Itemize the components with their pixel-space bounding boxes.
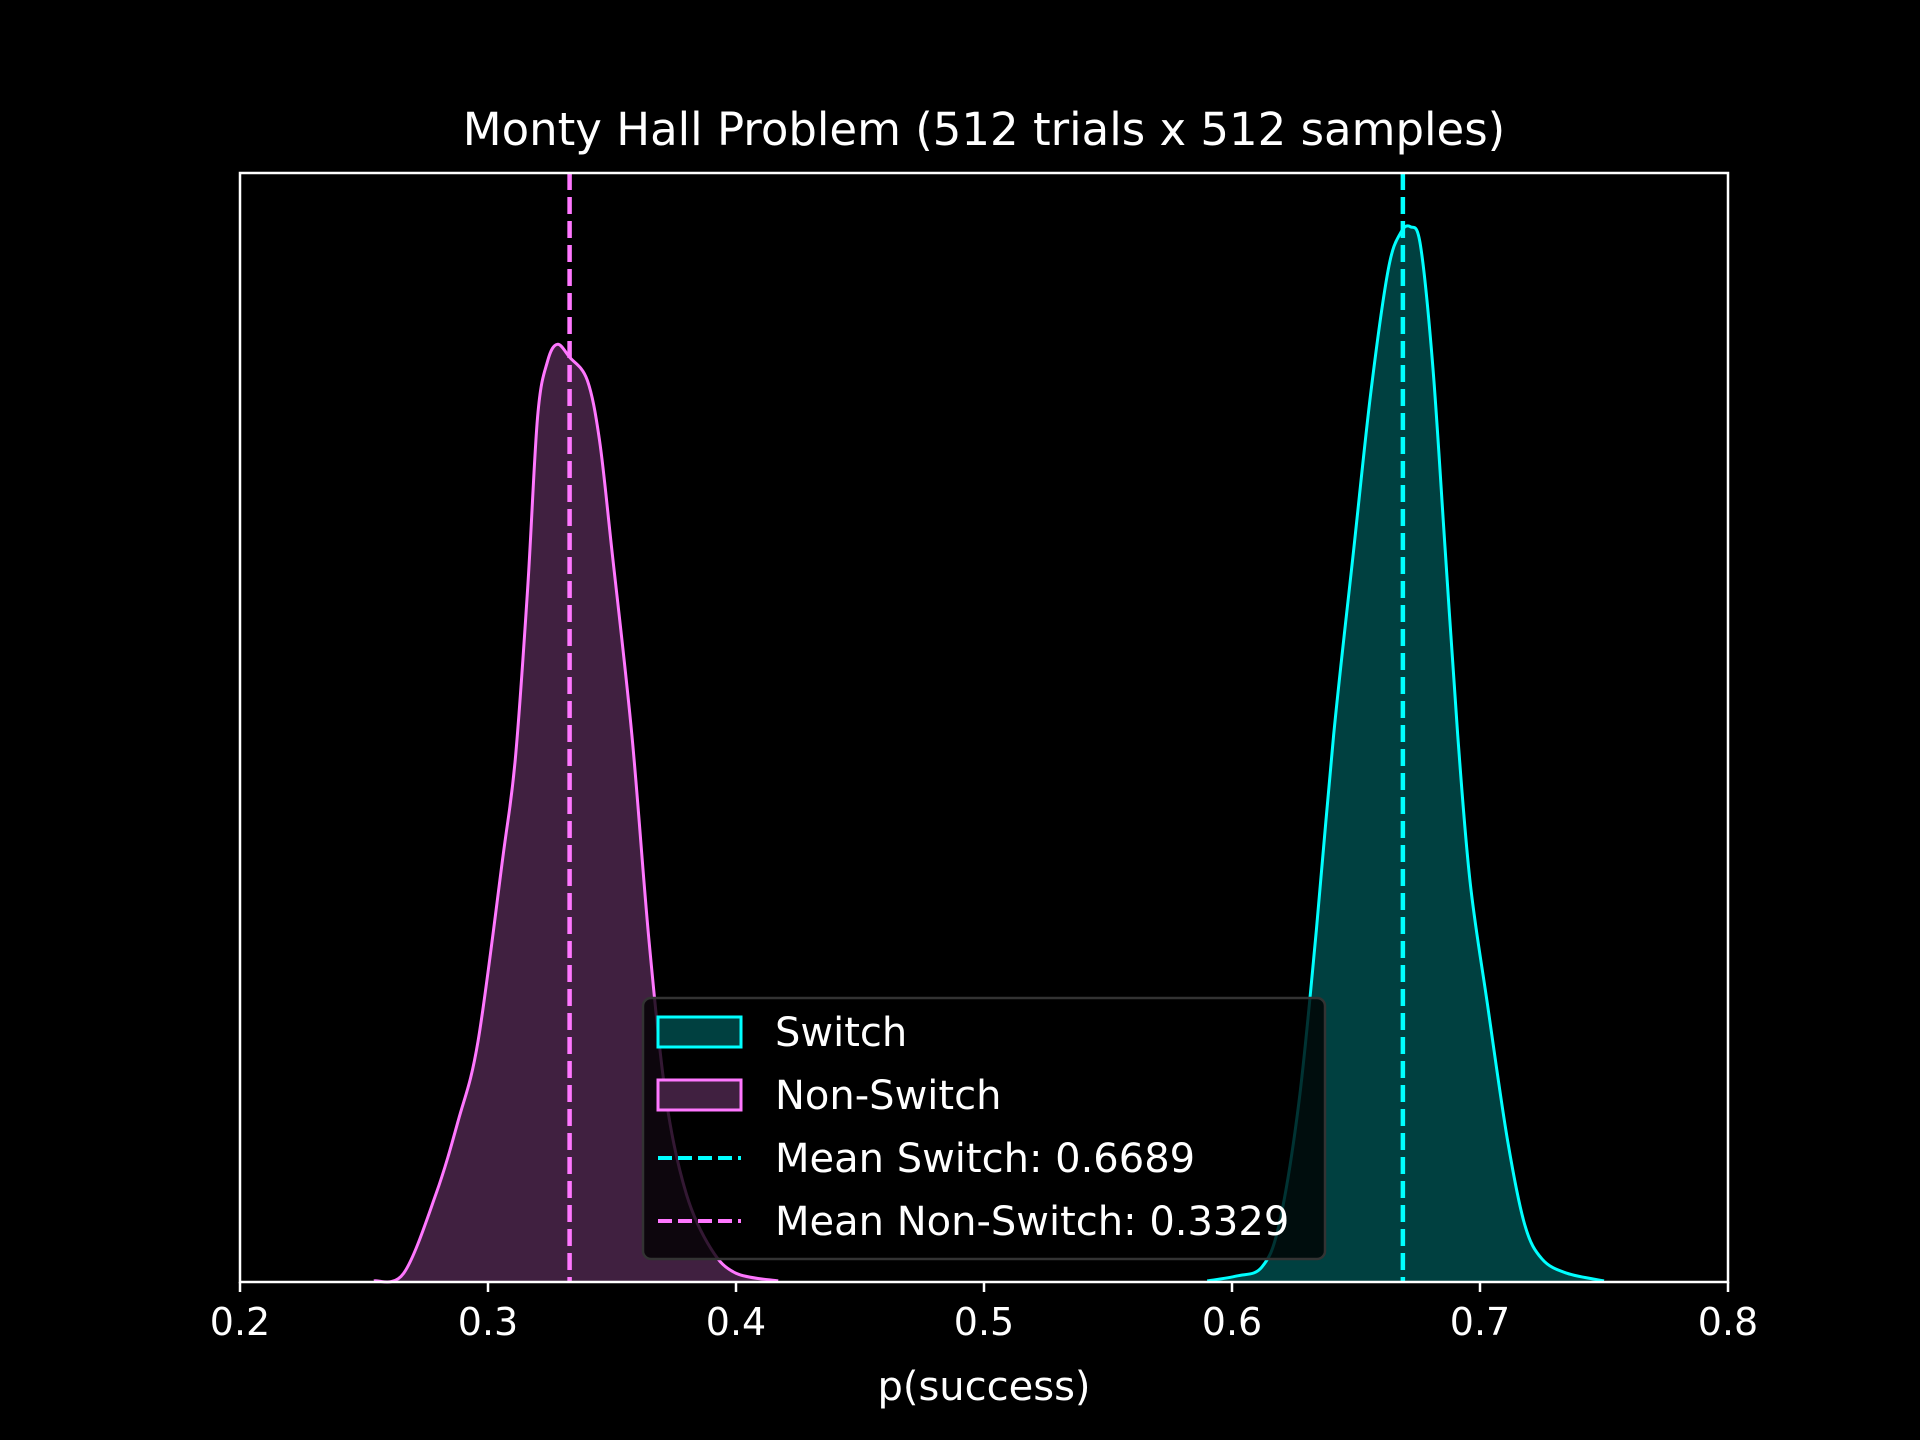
x-tick-label: 0.3 xyxy=(458,1300,518,1344)
legend-label-switch: Switch xyxy=(775,1010,907,1056)
legend-swatch-non-switch xyxy=(656,1078,743,1112)
chart-title: Monty Hall Problem (512 trials x 512 sam… xyxy=(463,103,1505,156)
legend-swatch-switch xyxy=(656,1015,743,1049)
x-tick-label: 0.5 xyxy=(954,1300,1014,1344)
x-tick-label: 0.8 xyxy=(1698,1300,1758,1344)
x-tick-label: 0.7 xyxy=(1450,1300,1510,1344)
x-tick-label: 0.4 xyxy=(706,1300,766,1344)
kde-fill-non-switch xyxy=(373,344,779,1283)
kde-fill-switch xyxy=(1207,225,1604,1282)
legend: Switch Non-Switch Mean Switch: 0.6689 Me… xyxy=(641,996,1327,1261)
legend-label-mean-non-switch: Mean Non-Switch: 0.3329 xyxy=(775,1199,1289,1245)
legend-label-non-switch: Non-Switch xyxy=(775,1073,1001,1119)
legend-frame xyxy=(641,996,1327,1261)
x-tick-label: 0.6 xyxy=(1202,1300,1262,1344)
x-tick-label: 0.2 xyxy=(210,1300,270,1344)
x-axis-label: p(success) xyxy=(877,1364,1090,1410)
legend-label-mean-switch: Mean Switch: 0.6689 xyxy=(775,1136,1195,1182)
axes-frame xyxy=(238,171,1730,1284)
x-axis-ticks: 0.2 0.3 0.4 0.5 0.6 0.7 0.8 xyxy=(210,1282,1758,1344)
